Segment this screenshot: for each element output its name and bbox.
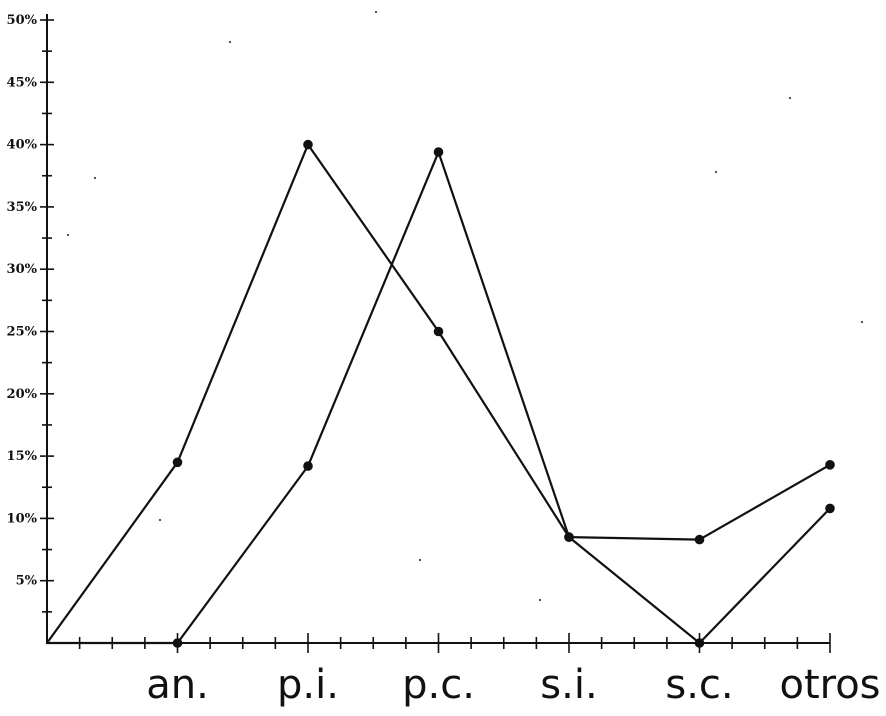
x-tick-label: p.c.: [402, 662, 475, 708]
series-2-point: [825, 503, 835, 514]
paper-speck: [66, 233, 70, 237]
x-axis-tick-labels: an. p.i. p.c. s.i. s.c. otros: [146, 662, 880, 708]
series-lines: [45, 143, 832, 645]
y-tick-label: 15%: [7, 449, 38, 464]
series-1-point: [694, 534, 705, 545]
paper-speck: [93, 176, 97, 180]
paper-speck: [228, 40, 232, 44]
y-axis-ticks: [40, 19, 54, 613]
series-1-point: [172, 457, 183, 468]
paper-speck: [714, 170, 718, 174]
paper-speck: [788, 96, 792, 100]
series-2-point: [564, 532, 574, 542]
paper-specks: [66, 10, 864, 602]
paper-speck: [860, 320, 864, 324]
series-1-point: [433, 326, 444, 337]
series-2-point: [694, 638, 705, 648]
y-tick-label: 10%: [7, 511, 38, 526]
series-1-line: [45, 143, 832, 645]
x-tick-label: otros: [779, 662, 880, 708]
y-tick-label: 5%: [16, 574, 38, 589]
paper-speck: [374, 10, 378, 14]
x-tick-label: s.i.: [540, 662, 597, 708]
y-tick-label: 20%: [7, 387, 38, 402]
series-1-point: [825, 460, 835, 470]
x-tick-label: s.c.: [665, 662, 733, 708]
series-1-point: [303, 139, 313, 150]
y-tick-label: 25%: [7, 325, 38, 340]
y-tick-label: 35%: [7, 200, 38, 215]
paper-speck: [418, 558, 422, 562]
paper-speck: [158, 518, 162, 522]
x-tick-label: an.: [146, 662, 209, 708]
y-tick-label: 40%: [7, 138, 38, 153]
series-points: [172, 139, 835, 648]
paper-speck: [538, 598, 542, 602]
y-tick-label: 45%: [7, 75, 38, 90]
x-tick-label: p.i.: [277, 662, 339, 708]
y-tick-label: 50%: [7, 13, 38, 28]
y-tick-label: 30%: [7, 262, 38, 277]
series-2-point: [172, 638, 183, 648]
series-2-line: [45, 151, 832, 645]
y-axis-tick-labels: 5% 10% 15% 20% 25% 30% 35% 40% 45% 50%: [7, 13, 38, 589]
series-2-point: [303, 461, 313, 471]
series-2-point: [433, 147, 444, 157]
